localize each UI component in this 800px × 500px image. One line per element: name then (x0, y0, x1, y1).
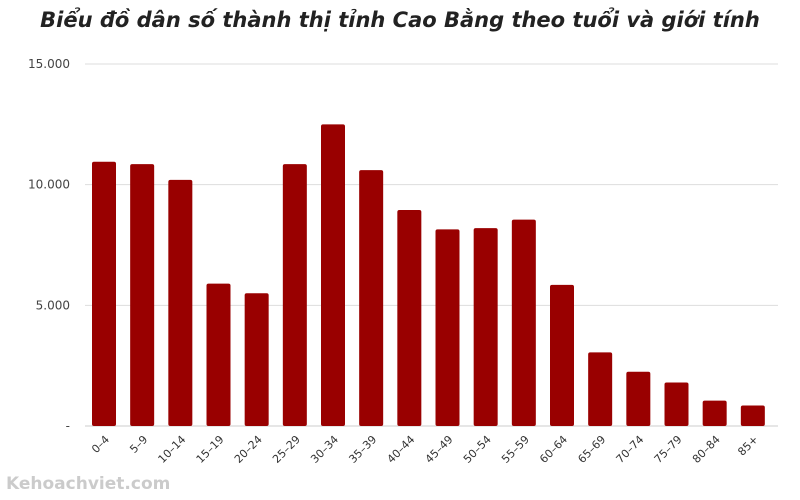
bar-75–79 (664, 382, 689, 426)
bar-20–24 (244, 293, 269, 426)
x-tick-label: 30–34 (308, 433, 341, 466)
bar-70–74 (626, 371, 651, 426)
x-tick-label: 85+ (735, 433, 761, 459)
x-tick-label: 45–49 (423, 433, 456, 466)
bar-60–64 (550, 284, 574, 426)
y-axis-ticks: - 5.000 10.000 15.000 (28, 57, 70, 433)
x-tick-label: 40–44 (385, 433, 418, 466)
bar-55–59 (511, 219, 536, 426)
bar-30–34 (321, 124, 345, 426)
bar-15–19 (206, 283, 231, 426)
bar-10–14 (168, 179, 193, 426)
x-tick-label: 60–64 (537, 433, 570, 466)
bars (92, 124, 765, 427)
x-tick-label: 20–24 (232, 433, 265, 466)
gridlines (85, 63, 778, 427)
x-tick-label: 50–54 (461, 433, 494, 466)
x-tick-label: 15–19 (194, 433, 227, 466)
bar-35–39 (359, 170, 384, 426)
y-tick-label: 10.000 (28, 178, 70, 192)
bar-25–29 (282, 164, 307, 427)
x-axis-ticks: 0–4 5–9 10–14 15–19 20–24 25–29 30–34 35–39 40–4… (89, 433, 761, 466)
watermark: Kehoachviet.com (6, 474, 171, 494)
chart-title: Biểu đồ dân số thành thị tỉnh Cao Bằng t… (40, 8, 760, 32)
bar-45–49 (435, 229, 460, 426)
x-tick-label: 10–14 (156, 433, 189, 466)
x-tick-label: 5–9 (127, 433, 150, 456)
bar-50–54 (473, 228, 498, 426)
bar-80–84 (702, 400, 727, 426)
bar-5–9 (130, 164, 155, 427)
x-tick-label: 0–4 (89, 433, 112, 456)
x-tick-label: 35–39 (346, 433, 379, 466)
x-tick-label: 80–84 (690, 433, 723, 466)
x-tick-label: 75–79 (652, 433, 685, 466)
x-tick-label: 70–74 (614, 433, 647, 466)
bar-0–4 (92, 161, 116, 427)
bar-40–44 (397, 210, 422, 426)
bar-65–69 (588, 352, 613, 426)
x-tick-label: 55–59 (499, 433, 532, 466)
y-tick-label: 5.000 (36, 298, 70, 312)
y-tick-label: - (66, 419, 70, 433)
bar-85+ (740, 405, 765, 426)
y-tick-label: 15.000 (28, 57, 70, 71)
x-tick-label: 65–69 (575, 433, 608, 466)
x-tick-label: 25–29 (270, 433, 303, 466)
